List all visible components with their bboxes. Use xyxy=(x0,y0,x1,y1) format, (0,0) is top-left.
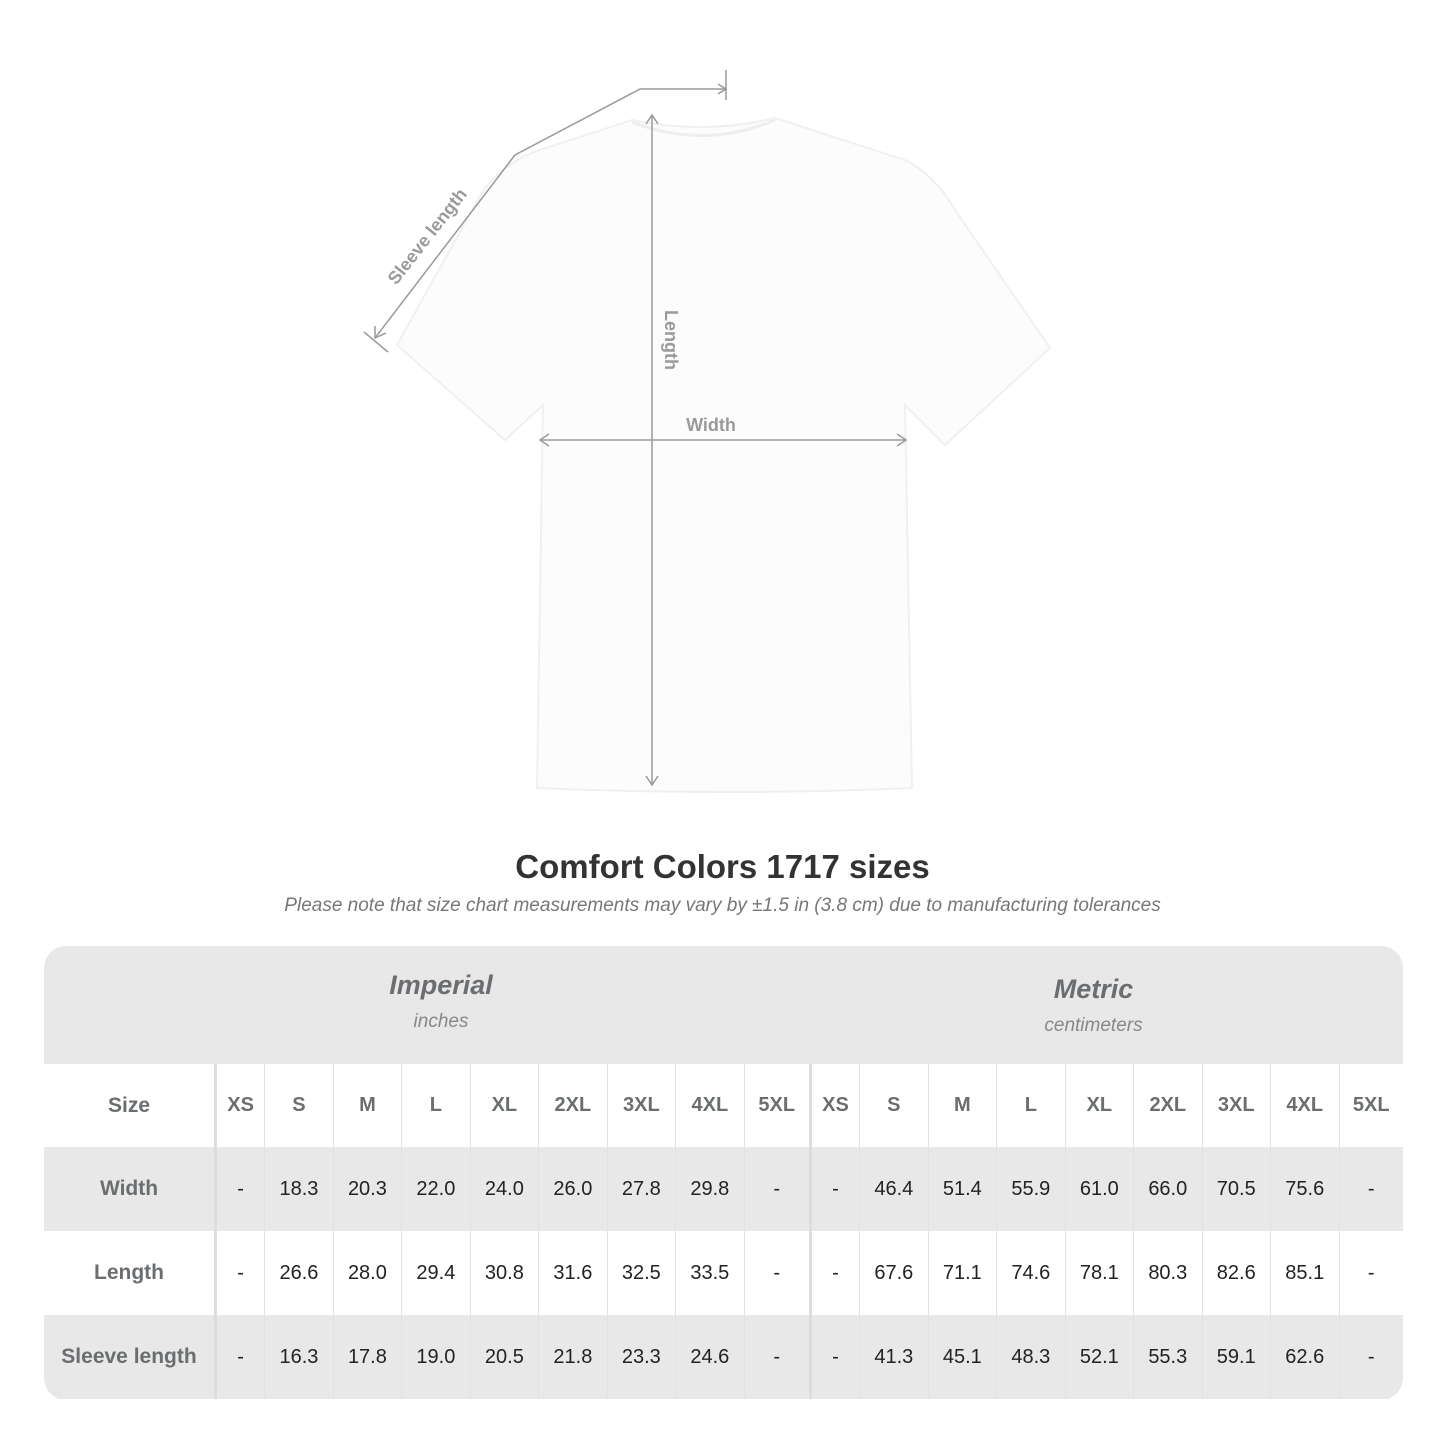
imperial-value: 24.6 xyxy=(675,1315,745,1399)
imperial-value: 28.0 xyxy=(332,1231,402,1315)
unit-header xyxy=(44,946,1403,1064)
tolerance-note: Please note that size chart measurements… xyxy=(284,895,1161,916)
imperial-unit: inches xyxy=(413,1011,469,1032)
metric-value: 55.9 xyxy=(996,1147,1066,1231)
imperial-value: 29.8 xyxy=(675,1147,745,1231)
size-table: Size XS S M L XL 2XL 3XL 4XL 5XL XS S M L XL 2XL 3XL 4XL 5… xyxy=(44,1064,1403,1399)
imperial-value: - xyxy=(214,1147,265,1231)
metric-size-header: 4XL xyxy=(1270,1064,1339,1147)
imperial-value: 24.0 xyxy=(469,1147,539,1231)
imperial-value: 30.8 xyxy=(469,1231,539,1315)
chart-title: Comfort Colors 1717 sizes xyxy=(515,848,930,885)
row-label: Length xyxy=(44,1231,217,1315)
imperial-value: 16.3 xyxy=(264,1315,334,1399)
width-label: Width xyxy=(686,415,736,435)
imperial-size-header: XS xyxy=(214,1064,265,1147)
metric-size-header: XL xyxy=(1064,1064,1134,1147)
metric-value: - xyxy=(1338,1315,1403,1399)
length-label: Length xyxy=(661,310,681,370)
size-label: Size xyxy=(44,1064,217,1147)
metric-value: 74.6 xyxy=(996,1231,1066,1315)
imperial-value: 23.3 xyxy=(606,1315,676,1399)
metric-value: 55.3 xyxy=(1133,1315,1203,1399)
imperial-size-header: 2XL xyxy=(538,1064,608,1147)
metric-value: - xyxy=(808,1315,860,1399)
metric-size-header: 2XL xyxy=(1133,1064,1203,1147)
imperial-value: - xyxy=(743,1147,811,1231)
metric-title: Metric xyxy=(1053,974,1134,1004)
metric-value: 78.1 xyxy=(1064,1231,1134,1315)
metric-size-header: 3XL xyxy=(1201,1064,1271,1147)
imperial-size-header: L xyxy=(401,1064,471,1147)
metric-value: 61.0 xyxy=(1064,1147,1134,1231)
imperial-value: 19.0 xyxy=(401,1315,471,1399)
imperial-value: 27.8 xyxy=(606,1147,676,1231)
metric-size-header: M xyxy=(927,1064,997,1147)
metric-value: 46.4 xyxy=(859,1147,929,1231)
imperial-value: - xyxy=(743,1315,811,1399)
metric-value: 45.1 xyxy=(927,1315,997,1399)
row-label: Width xyxy=(44,1147,217,1231)
imperial-size-header: M xyxy=(332,1064,402,1147)
imperial-size-header: 5XL xyxy=(743,1064,811,1147)
metric-value: 71.1 xyxy=(927,1231,997,1315)
metric-value: 67.6 xyxy=(859,1231,929,1315)
tshirt-shape xyxy=(395,116,1052,793)
size-table-card: Imperial inches Metric centimeters Size X… xyxy=(44,946,1403,1400)
imperial-value: 32.5 xyxy=(606,1231,676,1315)
metric-value: 66.0 xyxy=(1133,1147,1203,1231)
imperial-value: 20.3 xyxy=(332,1147,402,1231)
metric-unit: centimeters xyxy=(1044,1015,1143,1036)
tshirt-diagram: Sleeve length Length Width xyxy=(363,70,1052,793)
imperial-value: 20.5 xyxy=(469,1315,539,1399)
table-row: Length -26.6 28.0 29.4 30.8 31.6 32.5 33.5- -67.… xyxy=(44,1231,1403,1315)
imperial-value: 31.6 xyxy=(538,1231,608,1315)
imperial-value: - xyxy=(214,1231,265,1315)
metric-size-header: S xyxy=(859,1064,929,1147)
size-header-row: Size XS S M L XL 2XL 3XL 4XL 5XL XS S M L XL 2XL 3XL 4XL 5… xyxy=(44,1064,1403,1147)
imperial-value: 26.6 xyxy=(264,1231,334,1315)
imperial-size-header: 4XL xyxy=(675,1064,745,1147)
metric-value: 59.1 xyxy=(1201,1315,1271,1399)
tshirt-collar xyxy=(631,118,776,137)
metric-value: 52.1 xyxy=(1064,1315,1134,1399)
metric-value: - xyxy=(1338,1231,1403,1315)
imperial-size-header: 3XL xyxy=(606,1064,676,1147)
imperial-size-header: S xyxy=(264,1064,334,1147)
metric-group-header: Metric centimeters xyxy=(866,974,1321,1037)
metric-value: 48.3 xyxy=(996,1315,1066,1399)
table-row: Width -18.3 20.3 22.0 24.0 26.0 27.8 29.8- -46.4… xyxy=(44,1147,1403,1231)
imperial-size-header: XL xyxy=(469,1064,539,1147)
metric-size-header: 5XL xyxy=(1338,1064,1403,1147)
metric-value: 70.5 xyxy=(1201,1147,1271,1231)
table-row: Sleeve length -16.3 17.8 19.0 20.5 21.8 23.3 24… xyxy=(44,1315,1403,1399)
metric-value: 75.6 xyxy=(1270,1147,1339,1231)
metric-value: 62.6 xyxy=(1270,1315,1339,1399)
metric-value: - xyxy=(808,1147,860,1231)
metric-value: 51.4 xyxy=(927,1147,997,1231)
imperial-value: 18.3 xyxy=(264,1147,334,1231)
imperial-value: 26.0 xyxy=(538,1147,608,1231)
row-label: Sleeve length xyxy=(44,1315,217,1399)
imperial-value: 21.8 xyxy=(538,1315,608,1399)
imperial-value: - xyxy=(743,1231,811,1315)
metric-value: 82.6 xyxy=(1201,1231,1271,1315)
imperial-value: 22.0 xyxy=(401,1147,471,1231)
metric-size-header: XS xyxy=(808,1064,860,1147)
metric-value: - xyxy=(808,1231,860,1315)
metric-value: 85.1 xyxy=(1270,1231,1339,1315)
metric-size-header: L xyxy=(996,1064,1066,1147)
sleeve-measure-line xyxy=(374,88,726,339)
imperial-value: - xyxy=(214,1315,265,1399)
metric-value: 80.3 xyxy=(1133,1231,1203,1315)
imperial-title: Imperial xyxy=(389,970,493,1000)
imperial-value: 33.5 xyxy=(675,1231,745,1315)
metric-value: - xyxy=(1338,1147,1403,1231)
imperial-value: 29.4 xyxy=(401,1231,471,1315)
imperial-value: 17.8 xyxy=(332,1315,402,1399)
metric-value: 41.3 xyxy=(859,1315,929,1399)
imperial-group-header: Imperial inches xyxy=(216,970,666,1033)
